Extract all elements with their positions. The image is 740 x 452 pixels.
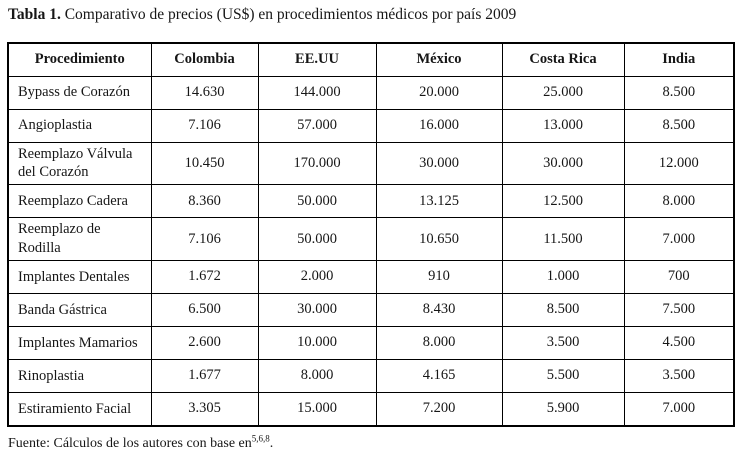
column-header-colombia: Colombia bbox=[150, 42, 259, 77]
footnote-superscript: 5,6,8 bbox=[251, 433, 270, 444]
page: Tabla 1. Comparativo de precios (US$) en… bbox=[7, 6, 735, 451]
price-value: 12.000 bbox=[623, 141, 735, 186]
procedure-name: Reemplazo Cadera bbox=[7, 184, 152, 219]
price-value: 50.000 bbox=[257, 184, 377, 219]
price-value: 6.500 bbox=[150, 292, 259, 327]
price-value: 8.500 bbox=[501, 292, 625, 327]
price-value: 11.500 bbox=[501, 217, 625, 261]
price-value: 700 bbox=[623, 259, 735, 294]
price-value: 57.000 bbox=[257, 108, 377, 143]
procedure-name: Rinoplastia bbox=[7, 358, 152, 393]
price-comparison-table: Procedimiento Colombia EE.UU México Cost… bbox=[7, 41, 735, 427]
price-value: 13.125 bbox=[375, 184, 503, 219]
price-value: 8.000 bbox=[623, 184, 735, 219]
price-value: 4.500 bbox=[623, 325, 735, 360]
price-value: 15.000 bbox=[257, 391, 377, 427]
price-value: 7.000 bbox=[623, 217, 735, 261]
table-row: Banda Gástrica 6.500 30.000 8.430 8.500 … bbox=[7, 292, 735, 327]
procedure-name: Reemplazo de Rodilla bbox=[7, 217, 152, 261]
table-row: Reemplazo Cadera 8.360 50.000 13.125 12.… bbox=[7, 184, 735, 219]
price-value: 4.165 bbox=[375, 358, 503, 393]
source-note-period: . bbox=[269, 435, 274, 451]
procedure-name: Banda Gástrica bbox=[7, 292, 152, 327]
price-value: 8.500 bbox=[623, 75, 735, 110]
price-value: 1.000 bbox=[501, 259, 625, 294]
price-value: 8.000 bbox=[375, 325, 503, 360]
price-value: 7.200 bbox=[375, 391, 503, 427]
table-row: Reemplazo Válvula del Corazón 10.450 170… bbox=[7, 141, 735, 186]
price-value: 5.900 bbox=[501, 391, 625, 427]
price-value: 10.450 bbox=[150, 141, 259, 186]
table-row: Implantes Dentales 1.672 2.000 910 1.000… bbox=[7, 259, 735, 294]
column-header-india: India bbox=[623, 42, 735, 77]
table-title-text: Comparativo de precios (US$) en procedim… bbox=[64, 6, 517, 23]
price-value: 30.000 bbox=[375, 141, 503, 186]
price-value: 1.672 bbox=[150, 259, 259, 294]
source-note-text: Fuente: Cálculos de los autores con base… bbox=[8, 435, 252, 451]
header-row: Procedimiento Colombia EE.UU México Cost… bbox=[7, 42, 735, 77]
price-value: 1.677 bbox=[150, 358, 259, 393]
price-value: 3.500 bbox=[623, 358, 735, 393]
price-value: 7.106 bbox=[150, 217, 259, 261]
table-row: Estiramiento Facial 3.305 15.000 7.200 5… bbox=[7, 391, 735, 427]
price-value: 2.000 bbox=[257, 259, 377, 294]
price-value: 7.106 bbox=[150, 108, 259, 143]
procedure-name: Angioplastia bbox=[7, 108, 152, 143]
price-value: 30.000 bbox=[257, 292, 377, 327]
price-value: 7.000 bbox=[623, 391, 735, 427]
procedure-name: Bypass de Corazón bbox=[7, 75, 152, 110]
price-value: 3.500 bbox=[501, 325, 625, 360]
procedure-name: Reemplazo Válvula del Corazón bbox=[7, 141, 152, 186]
price-value: 13.000 bbox=[501, 108, 625, 143]
table-row: Reemplazo de Rodilla 7.106 50.000 10.650… bbox=[7, 217, 735, 261]
table-row: Angioplastia 7.106 57.000 16.000 13.000 … bbox=[7, 108, 735, 143]
price-value: 910 bbox=[375, 259, 503, 294]
procedure-name: Implantes Mamarios bbox=[7, 325, 152, 360]
table-row: Bypass de Corazón 14.630 144.000 20.000 … bbox=[7, 75, 735, 110]
price-value: 10.000 bbox=[257, 325, 377, 360]
price-value: 8.360 bbox=[150, 184, 259, 219]
price-value: 8.430 bbox=[375, 292, 503, 327]
price-value: 5.500 bbox=[501, 358, 625, 393]
price-value: 7.500 bbox=[623, 292, 735, 327]
table-row: Rinoplastia 1.677 8.000 4.165 5.500 3.50… bbox=[7, 358, 735, 393]
price-value: 12.500 bbox=[501, 184, 625, 219]
table-number-label: Tabla 1. bbox=[8, 6, 61, 23]
price-value: 14.630 bbox=[150, 75, 259, 110]
price-value: 8.000 bbox=[257, 358, 377, 393]
column-header-mexico: México bbox=[375, 42, 503, 77]
price-value: 25.000 bbox=[501, 75, 625, 110]
procedure-name: Estiramiento Facial bbox=[7, 391, 152, 427]
price-value: 8.500 bbox=[623, 108, 735, 143]
column-header-costa-rica: Costa Rica bbox=[501, 42, 625, 77]
price-value: 2.600 bbox=[150, 325, 259, 360]
procedure-name: Implantes Dentales bbox=[7, 259, 152, 294]
table-caption: Tabla 1. Comparativo de precios (US$) en… bbox=[8, 6, 733, 25]
column-header-eeuu: EE.UU bbox=[257, 42, 377, 77]
price-value: 10.650 bbox=[375, 217, 503, 261]
column-header-procedimiento: Procedimiento bbox=[7, 42, 152, 77]
table-row: Implantes Mamarios 2.600 10.000 8.000 3.… bbox=[7, 325, 735, 360]
price-value: 3.305 bbox=[150, 391, 259, 427]
price-value: 144.000 bbox=[257, 75, 377, 110]
price-value: 16.000 bbox=[375, 108, 503, 143]
price-value: 170.000 bbox=[257, 141, 377, 186]
price-value: 50.000 bbox=[257, 217, 377, 261]
price-value: 20.000 bbox=[375, 75, 503, 110]
source-note: Fuente: Cálculos de los autores con base… bbox=[8, 433, 733, 452]
price-value: 30.000 bbox=[501, 141, 625, 186]
